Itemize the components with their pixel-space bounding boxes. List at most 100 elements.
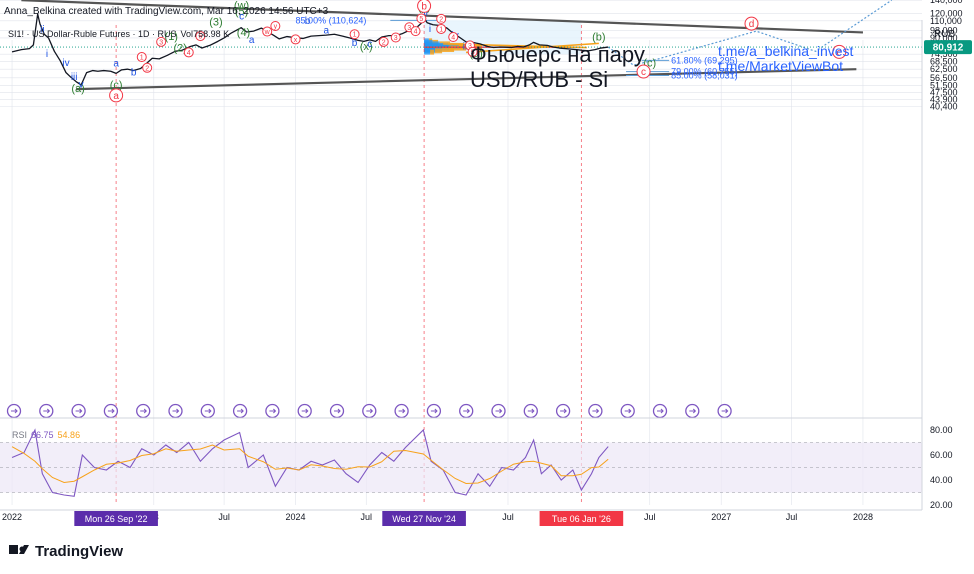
price-tick-label: 90,000 [930,33,958,43]
rsi-label: RSI 66.75 54.86 [12,430,80,440]
wave-marker-red [416,13,427,24]
wave-marker-red [636,64,651,79]
axes: 140,000120,000110,00098,00090,00074,5006… [0,0,972,526]
volume-profile-bar [434,48,443,54]
wave-marker-red [183,47,194,58]
rsi-tick-label: 80.00 [930,425,953,435]
event-marker-arrow-icon [624,408,632,414]
time-tick-label: 2028 [853,512,873,522]
volume-profile-bar [430,49,435,55]
tv-logo-mark [9,545,18,554]
time-highlight-badge [539,511,624,526]
wave-label-blue: ii [423,8,427,19]
event-marker-arrow-icon [301,408,309,414]
symbol-line: SI1! · US Dollar-Ruble Futures · 1D · RU… [8,29,177,39]
wave-label-red: 3 [407,25,411,32]
wave-marker-red [467,46,478,57]
time-highlight-badge [74,511,158,526]
link-invest[interactable]: t.me/a_belkina_invest [718,43,854,59]
wave-label-red: 4 [451,35,455,42]
wave-label-red: 4 [187,50,191,57]
event-marker-arrow-icon [560,408,567,414]
fib-label: 79.00% (60,755) [671,67,738,77]
currency-label: RUB [934,29,955,40]
wave-label-blue: b [352,38,358,49]
annotations: 85.00% (110,624) 61.80% (69,295) 79.00% (6… [40,0,847,103]
wave-marker-red [349,29,360,40]
wave-label-red: 4 [414,29,418,36]
link-bot[interactable]: t.me/MarketViewBot [718,58,843,74]
event-marker-arrow-icon [398,408,406,414]
wave-label-red: 5 [198,34,202,41]
tradingview-logo: TradingView [9,543,123,560]
wave-label-blue: b [305,16,311,27]
time-highlight-label: Wed 27 Nov '24 [392,514,456,524]
volume-label: Vol [181,29,194,39]
time-tick-label: Jul [502,512,514,522]
header-credit: Anna_Belkina created with TradingView.co… [4,6,329,17]
wave-label-blue: c [239,11,244,22]
event-marker-arrow-icon [43,408,51,414]
wave-label-red: e [836,47,842,58]
time-tick-label: Jul [644,512,656,522]
price-series [11,13,609,86]
time-tick-label: Jul [218,512,230,522]
wave-label-red: d [749,19,755,30]
event-marker-arrow-icon [140,408,147,414]
price-tick-label: 47,500 [930,88,958,98]
volume-profile-bar [442,46,455,52]
wave-marker-red [142,62,153,73]
wave-label-blue: i [429,24,431,35]
trendline [76,68,857,91]
volume-profile-bar [449,45,467,51]
time-highlight-label: Mon 26 Sep '22 [85,514,148,524]
wave-marker-red [436,13,447,24]
event-marker-arrow-icon [463,408,470,414]
rsi-line [11,428,609,497]
wave-label-red: 1 [140,55,144,62]
price-tick-label: 98,000 [930,26,958,36]
rsi-title: RSI [12,430,27,440]
price-tick-label: 110,000 [930,16,962,26]
wave-label-blue: v [79,79,84,90]
wave-marker-red [109,88,124,103]
wave-marker-red [832,44,847,59]
last-price-badge [924,40,972,55]
wave-label-blue: a [113,58,119,69]
event-marker-arrow-icon [269,408,277,414]
wave-label-red: 2 [382,39,386,46]
wave-label-red: y [274,24,278,31]
time-tick-label: 2022 [2,512,22,522]
wave-label-green: (4) [237,27,250,39]
price-line [11,13,609,86]
wave-label-red: 2 [145,65,149,72]
wave-label-red: 1 [439,26,443,33]
time-highlight-label: Tue 06 Jan '26 [552,514,611,524]
wave-marker-red [195,31,206,42]
event-marker-arrow-icon [366,408,374,414]
volume-profile-bar [424,49,431,55]
wave-label-blue: a [323,25,329,36]
price-tick-label: 56,500 [930,73,958,83]
wave-label-blue: a [249,35,255,46]
wave-label-green: (a) [71,83,84,95]
triangle-line [465,42,599,54]
wave-label-blue: b [131,68,137,79]
last-price-label: 80,912 [933,43,964,54]
tv-logo-slant [19,545,29,554]
wave-label-red: 3 [394,35,398,42]
price-tick-label: 43,900 [930,94,958,104]
wave-label-green: (b) [592,31,605,43]
event-marker-arrow-icon [592,408,600,414]
price-tick-label: 120,000 [930,8,963,18]
wave-label-red: 2 [439,16,443,23]
event-marker-arrow-icon [11,408,18,414]
time-tick-label: Jul [786,512,798,522]
fib-label: 85.00% (58,031) [671,71,738,81]
price-tick-label: 140,000 [930,0,963,5]
wave-marker-red [436,23,447,34]
wave-label-blue: iv [62,58,69,69]
header-symbol: SI1! · US Dollar-Ruble Futures · 1D · RU… [8,29,229,39]
wave-label-green: (3) [209,17,222,29]
